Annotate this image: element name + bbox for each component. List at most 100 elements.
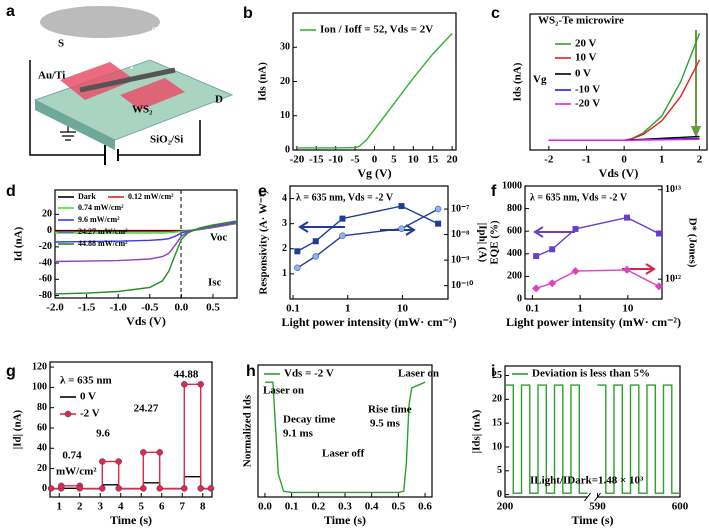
y-tick-label: 10 xyxy=(280,110,290,121)
electrode xyxy=(120,78,185,110)
y-tick-label: 4 xyxy=(282,193,287,204)
marker xyxy=(312,238,319,245)
annotation: 9.5 ms xyxy=(370,418,401,430)
marker xyxy=(181,381,188,388)
annotation: WS₂-Te microwire xyxy=(538,15,624,27)
y-axis-label: Ids (nA) xyxy=(512,62,524,101)
y2-tick-label: 10⁻⁷ xyxy=(451,203,469,214)
marker xyxy=(115,458,122,465)
marker xyxy=(533,253,540,260)
trend-arrow-head xyxy=(691,126,701,138)
panel-label: i xyxy=(491,363,495,380)
y-tick-label: 1000 xyxy=(502,180,522,191)
y-tick-label: 40 xyxy=(37,443,47,454)
y-tick-label: 20 xyxy=(280,76,290,87)
x-tick-label: 1 xyxy=(345,303,351,315)
legend-label: -20 V xyxy=(575,98,600,110)
y-tick-label: 30 xyxy=(280,42,290,53)
legend-label: 0.74 mW/cm² xyxy=(78,203,124,212)
y-tick-label: 10 xyxy=(492,441,502,452)
x-tick-label: 10 xyxy=(622,303,634,315)
x-tick-label: 7 xyxy=(180,501,186,513)
y-tick-label: -40 xyxy=(39,257,52,268)
x-tick-label: 5 xyxy=(139,501,145,513)
annotation: 9.1 ms xyxy=(283,428,314,440)
plot-frame xyxy=(289,185,449,300)
y2-tick-label: 10⁻⁹ xyxy=(451,254,469,265)
annotation: ILight/IDark=1.48 × 10³ xyxy=(530,475,644,487)
y-axis-label: |Id| (nA) xyxy=(12,409,24,449)
x-tick-label: 5 xyxy=(391,154,397,166)
y-tick-label: 0 xyxy=(42,483,47,494)
y2-axis-label: D* (Jones) xyxy=(686,218,698,268)
x-axis-label: Time (s) xyxy=(571,513,613,527)
probe xyxy=(40,6,160,38)
legend-label: Deviation is less than 5% xyxy=(532,368,650,380)
plot-frame xyxy=(54,189,238,299)
device-schematic: a Te wire S Au/Ti D WS₂ SiO₂/Si xyxy=(6,3,234,165)
x-tick-label: -10 xyxy=(328,154,343,166)
marker xyxy=(655,230,662,237)
legend-label: 0 V xyxy=(80,391,96,403)
x-tick-label: 0.1 xyxy=(526,303,540,315)
x-tick-label: -1.5 xyxy=(78,302,96,314)
panel-label: e xyxy=(258,183,267,200)
y-axis-label: |Ids| (nA) xyxy=(471,409,483,453)
x-tick-label: 10 xyxy=(408,154,420,166)
x-tick-label: 2 xyxy=(697,154,703,166)
battery xyxy=(104,145,119,165)
y-axis-label: Id (nA) xyxy=(13,226,25,261)
series-line xyxy=(548,59,701,141)
x-tick-label: 0.5 xyxy=(206,302,220,314)
annotation: Laser on xyxy=(263,385,304,397)
legend-label: Vds = -2 V xyxy=(284,368,334,380)
series-line xyxy=(535,269,660,289)
series-line xyxy=(548,33,701,141)
legend-label: 0 V xyxy=(575,68,591,80)
panel-label: c xyxy=(491,5,500,22)
y-tick-label: 400 xyxy=(507,248,522,259)
y-axis-label: EQE (%) xyxy=(489,220,501,265)
panel-label: f xyxy=(491,183,497,200)
annotation: Rise time xyxy=(368,404,412,416)
y-tick-label: 60 xyxy=(37,422,47,433)
marker xyxy=(58,482,65,490)
x-tick-label: -15 xyxy=(309,154,324,166)
y-tick-label: 15 xyxy=(492,417,502,428)
y2-tick-label: 10¹³ xyxy=(665,184,681,195)
x-tick-label: 0.2 xyxy=(311,501,325,513)
series-line xyxy=(505,384,680,494)
marker xyxy=(398,225,405,232)
x-tick-label: 590 xyxy=(589,501,606,513)
substrate-side xyxy=(35,100,115,150)
axis-arrow xyxy=(298,221,345,233)
annotation: λ = 635 nm, Vds = -2 V xyxy=(530,192,628,203)
y-tick-label: 120 xyxy=(32,361,47,372)
electrode xyxy=(60,62,135,100)
annotation: 0.74 xyxy=(62,450,82,462)
marker xyxy=(156,485,163,492)
panel-label: h xyxy=(246,363,256,380)
y2-tick-label: 10⁻¹⁰ xyxy=(451,280,473,291)
legend-label: -2 V xyxy=(80,408,100,420)
annotation: Isc xyxy=(208,277,222,289)
y-tick-label: 20 xyxy=(42,209,52,220)
legend-label: 24.27 mW/cm² xyxy=(78,227,128,236)
legend-label: 10 V xyxy=(575,52,597,64)
marker xyxy=(548,279,557,288)
y-tick-label: 800 xyxy=(507,203,522,214)
marker xyxy=(622,265,631,274)
marker xyxy=(47,485,55,492)
y2-tick-label: 10⁻⁸ xyxy=(451,229,469,240)
x-axis-label: Light power intensity (mW· cm⁻²) xyxy=(281,315,456,329)
label: D xyxy=(215,94,223,106)
x-tick-label: -20 xyxy=(290,154,305,166)
label: Te wire xyxy=(152,26,187,38)
annotation: Decay time xyxy=(283,414,335,426)
y2-axis-label: |Iph| (A) xyxy=(476,223,488,263)
circuit-wire xyxy=(29,60,201,156)
legend-label: 0.12 mW/cm² xyxy=(128,192,174,201)
x-tick-label: 0.1 xyxy=(286,303,300,315)
annotation: 44.88 xyxy=(174,369,199,381)
